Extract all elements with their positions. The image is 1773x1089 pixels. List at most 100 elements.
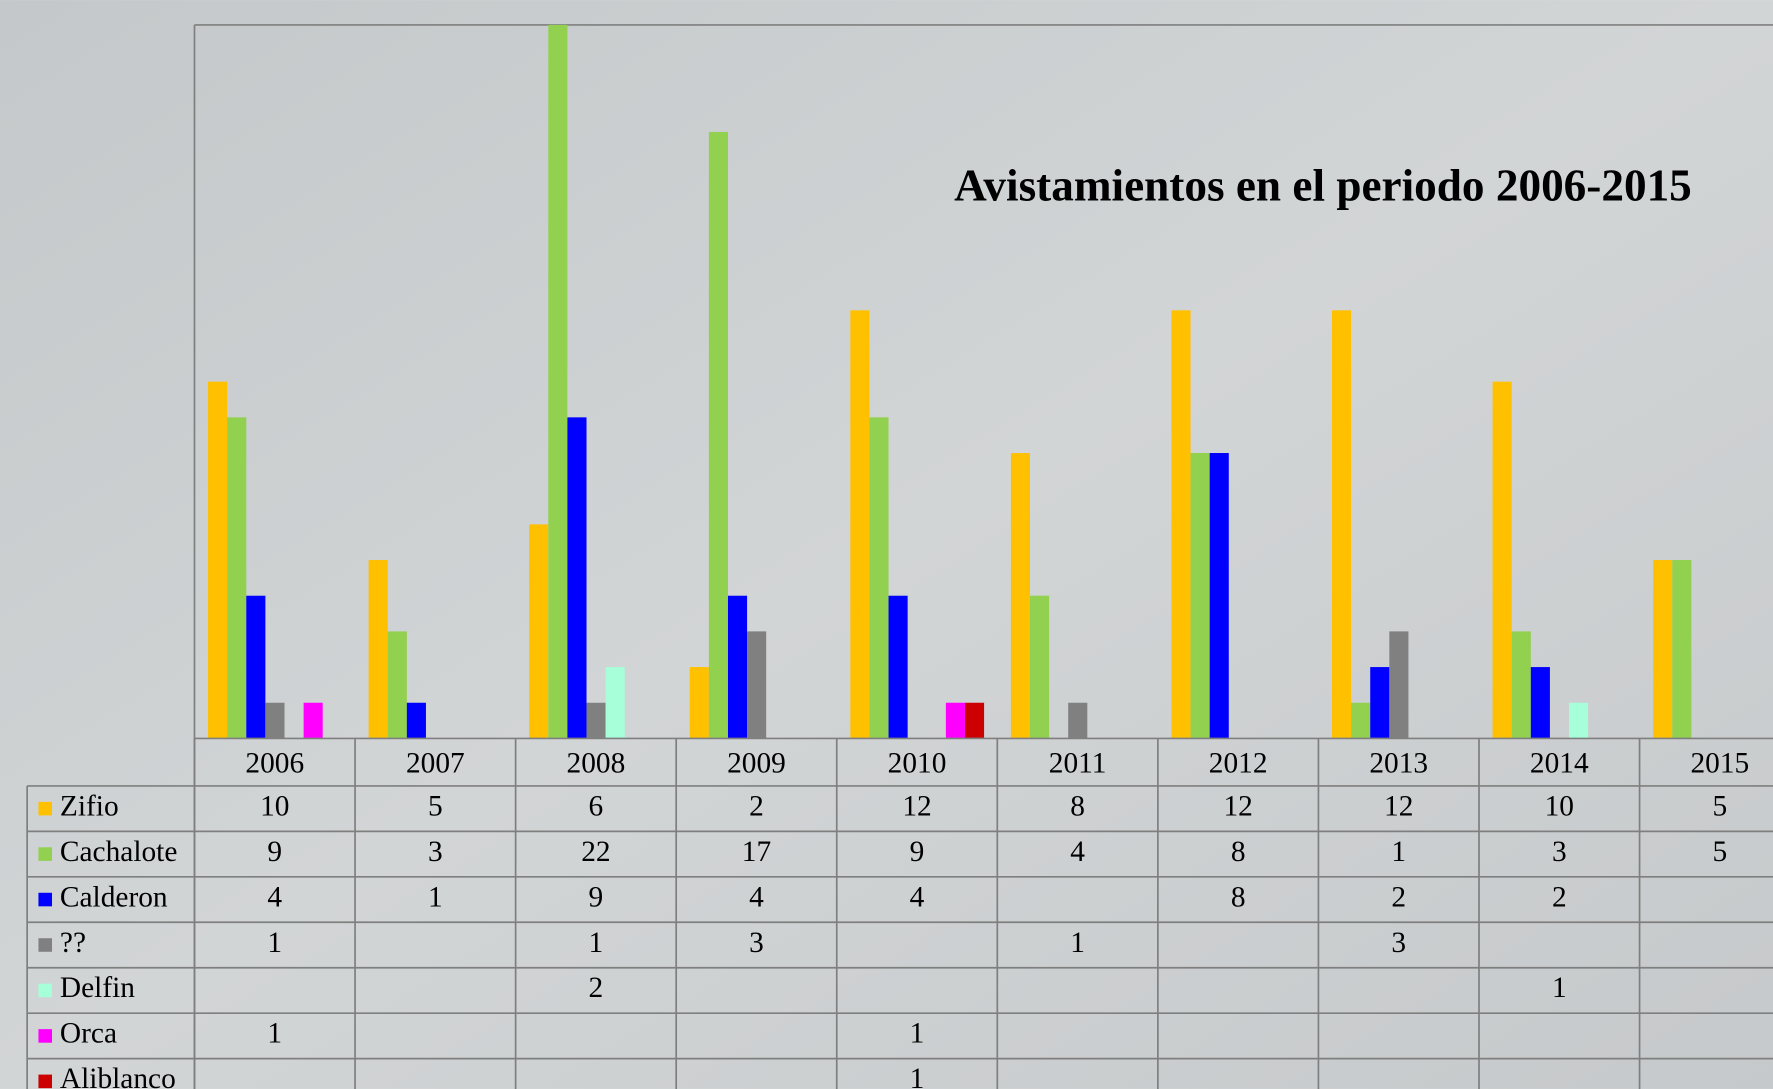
table-value: 2: [749, 790, 764, 822]
chart-title: Avistamientos en el periodo 2006-2015: [954, 160, 1692, 210]
table-value: 4: [749, 881, 764, 913]
table-value: 1: [910, 1018, 925, 1050]
x-tick-label: 2008: [567, 747, 626, 779]
table-value: 5: [1713, 790, 1728, 822]
legend-swatch: [38, 1074, 53, 1089]
x-tick-label: 2012: [1209, 747, 1268, 779]
bar: [1190, 453, 1210, 739]
legend-swatch: [38, 801, 53, 816]
bar: [1569, 702, 1589, 739]
table-value: 1: [428, 881, 443, 913]
bar: [246, 595, 266, 739]
bar: [387, 631, 407, 739]
table-value: 17: [742, 836, 771, 868]
x-tick-label: 2007: [406, 747, 465, 779]
table-value: 8: [1231, 881, 1246, 913]
bar: [303, 702, 323, 739]
data-table: 2006 2007 2008 2009 2010 2011 2012 2013 2014 2015…: [26, 737, 1773, 1089]
table-value: 22: [581, 836, 610, 868]
table-value: 10: [1545, 790, 1574, 822]
x-tick-label: 2011: [1049, 747, 1107, 779]
table-value: 9: [267, 836, 282, 868]
table-value: 4: [267, 881, 282, 913]
bar: [1389, 631, 1409, 739]
bar: [567, 417, 587, 739]
bar: [1370, 667, 1390, 739]
bar: [1029, 595, 1050, 739]
bar: [529, 524, 549, 739]
bars: [208, 24, 1692, 739]
table-value: 1: [267, 1018, 282, 1050]
bar: [605, 667, 625, 739]
table-value: 10: [260, 790, 289, 822]
table-value: 3: [749, 927, 764, 959]
bar: [869, 417, 889, 739]
bar: [689, 667, 709, 739]
legend-label: Calderon: [60, 881, 168, 913]
x-tick-label: 2015: [1690, 747, 1749, 779]
table-value: 12: [1223, 790, 1252, 822]
table-value: 1: [267, 927, 282, 959]
bar: [265, 702, 285, 739]
legend-swatch: [38, 892, 53, 907]
bar: [1530, 667, 1550, 739]
bar: [964, 702, 985, 739]
bar: [548, 24, 568, 739]
bar: [1068, 702, 1088, 739]
bar: [368, 560, 388, 739]
table-value: 2: [1552, 881, 1567, 913]
legend-label: Orca: [60, 1018, 117, 1050]
bar: [850, 310, 870, 739]
table-value: 5: [1713, 836, 1728, 868]
bar: [586, 702, 606, 739]
table-value: 1: [1070, 927, 1085, 959]
legend-swatch: [38, 847, 53, 861]
table-value: 2: [589, 972, 604, 1004]
bar: [1209, 453, 1229, 739]
table-value: 9: [589, 881, 604, 913]
table-value: 12: [902, 790, 931, 822]
x-tick-label: 2014: [1530, 747, 1589, 779]
table-value: 4: [1070, 836, 1085, 868]
bar: [227, 417, 247, 739]
table-value: 1: [910, 1063, 925, 1089]
bar: [1511, 631, 1531, 739]
table-value: 1: [1391, 836, 1406, 868]
bar: [945, 702, 965, 739]
table-value: 3: [1552, 836, 1567, 868]
x-tick-label: 2010: [888, 747, 947, 779]
bar: [747, 631, 767, 739]
legend-swatch: [38, 983, 53, 998]
bar: [708, 131, 728, 739]
bar: [1332, 310, 1352, 739]
bar: [1351, 702, 1371, 739]
legend-label: Aliblanco: [60, 1063, 176, 1089]
bar: [1492, 381, 1512, 739]
x-tick-label: 2013: [1369, 747, 1428, 779]
table-value: 12: [1384, 790, 1413, 822]
table-value: 8: [1231, 836, 1246, 868]
bar: [1171, 310, 1191, 739]
legend-label: ??: [60, 927, 86, 959]
table-value: 1: [1552, 972, 1567, 1004]
table-value: 6: [589, 790, 604, 822]
bar: [1653, 560, 1673, 739]
bar: [208, 381, 228, 739]
table-value: 3: [428, 836, 443, 868]
bar: [1010, 453, 1030, 739]
legend-swatch: [38, 938, 53, 952]
x-tick-label: 2009: [727, 747, 786, 779]
legend-label: Zifio: [60, 790, 119, 822]
table-value: 5: [428, 790, 443, 822]
legend-label: Delfin: [60, 972, 135, 1004]
table-value: 1: [589, 927, 604, 959]
bar: [1672, 560, 1692, 739]
table-value: 8: [1070, 790, 1085, 822]
table-value: 4: [910, 881, 925, 913]
table-value: 2: [1391, 881, 1406, 913]
bar: [406, 702, 426, 739]
bar: [727, 595, 748, 739]
table-value: 3: [1391, 927, 1406, 959]
